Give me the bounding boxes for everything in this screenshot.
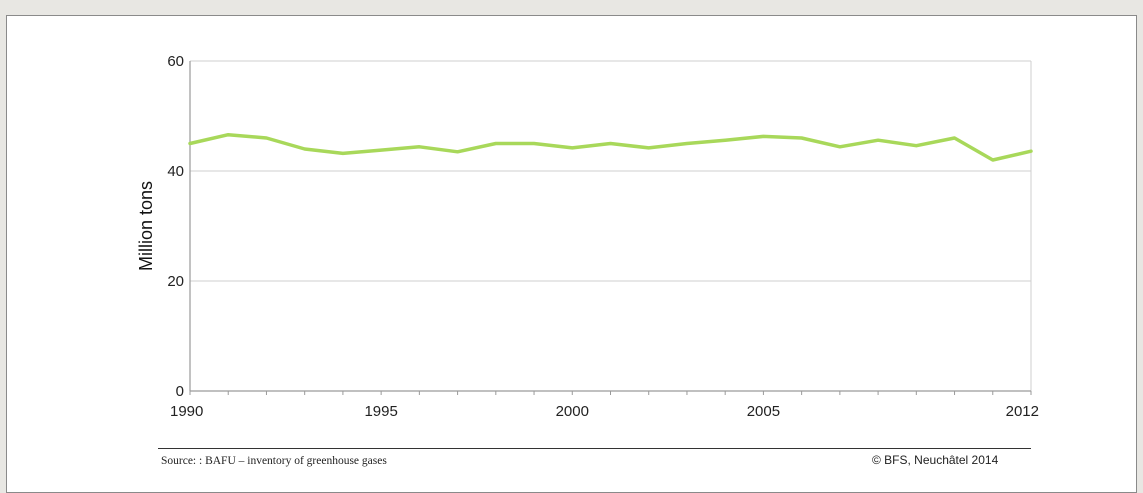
- x-tick-label: 1990: [170, 403, 203, 420]
- y-axis-label: Million tons: [136, 181, 156, 271]
- copyright-credit: © BFS, Neuchâtel 2014: [872, 453, 999, 467]
- chart-frame: [6, 15, 1137, 493]
- footer-divider: [158, 448, 1031, 449]
- x-tick-label: 2000: [556, 403, 589, 420]
- y-tick-labels: 0 20 40 60: [167, 53, 184, 400]
- y-tick-label: 0: [176, 383, 184, 400]
- x-tick-label: 2005: [747, 403, 780, 420]
- axes: [189, 61, 1032, 395]
- y-tick-label: 20: [167, 273, 184, 290]
- y-tick-label: 40: [167, 163, 184, 180]
- x-tick-label: 2012: [1006, 403, 1039, 420]
- x-tick-label: 1995: [364, 403, 397, 420]
- x-tick-labels: 1990 1995 2000 2005 2012: [170, 403, 1039, 420]
- series-line: [188, 132, 1033, 162]
- source-note: Source: : BAFU – inventory of greenhouse…: [161, 455, 387, 467]
- series-group: [188, 132, 1033, 162]
- y-tick-label: 60: [167, 53, 184, 70]
- gridlines: [190, 60, 1032, 391]
